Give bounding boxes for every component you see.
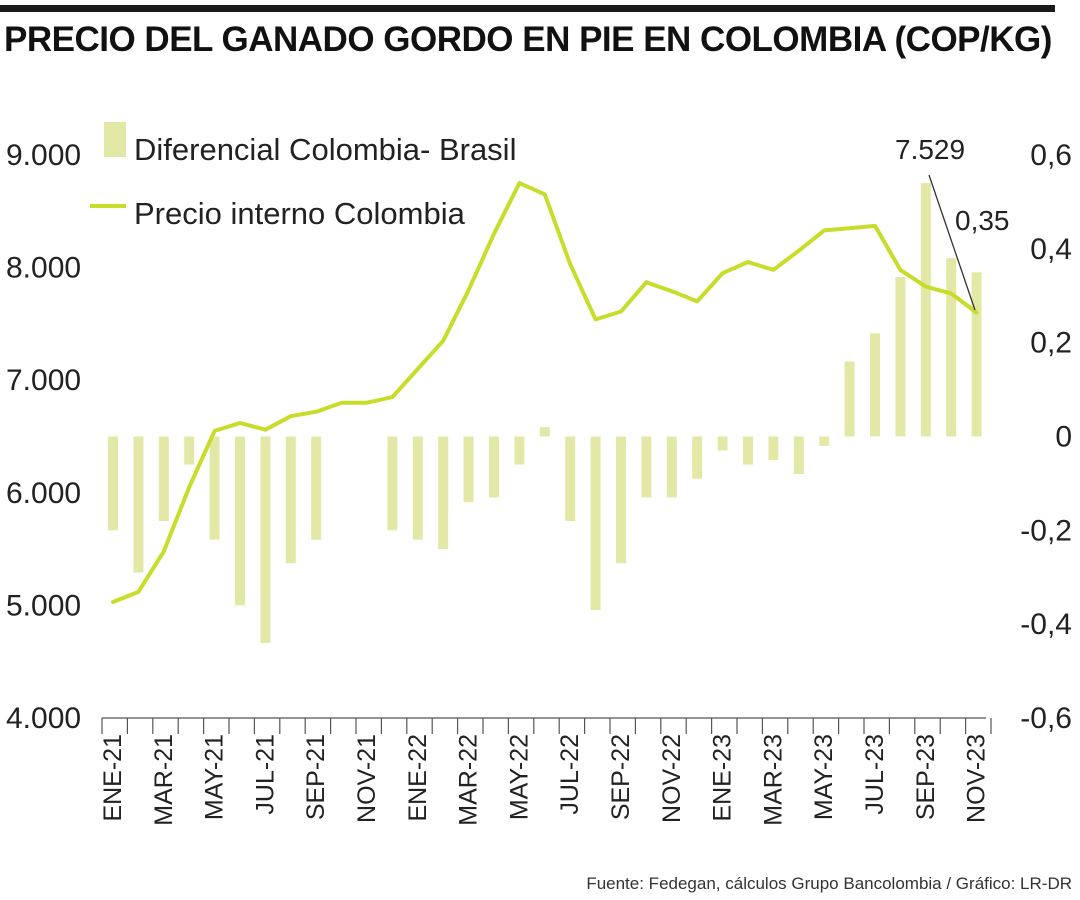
right-tick-label: 0,2 — [1030, 327, 1072, 360]
bar — [565, 436, 576, 521]
bar — [438, 436, 449, 550]
left-tick-label: 9.000 — [6, 139, 81, 172]
bar — [285, 436, 296, 564]
top-rule — [0, 5, 1055, 12]
bar — [743, 436, 753, 465]
bar — [463, 436, 474, 503]
left-tick-label: 5.000 — [6, 589, 81, 622]
bar — [920, 183, 931, 437]
bar — [819, 436, 830, 446]
x-tick-label: MAY-22 — [505, 734, 533, 820]
bar — [971, 272, 982, 437]
bar — [641, 436, 652, 498]
bar — [666, 436, 677, 498]
x-tick-label: JUL-21 — [251, 734, 279, 815]
bar — [692, 436, 703, 479]
x-tick-label: MAR-22 — [455, 734, 483, 826]
right-tick-label: 0 — [1055, 421, 1072, 454]
bar — [514, 436, 525, 465]
bar — [260, 436, 271, 643]
axes: ENE-21 MAR-21 MAY-21 JUL-21 SEP-21 NOV-21 ENE-… — [6, 139, 1072, 826]
x-tick-label: ENE-23 — [709, 734, 737, 822]
bar — [184, 436, 195, 465]
bar — [590, 436, 601, 611]
legend-label-bar: Diferencial Colombia- Brasil — [134, 132, 516, 167]
x-tick-label: NOV-21 — [353, 734, 381, 823]
left-tick-label: 4.000 — [6, 702, 81, 735]
bar-series — [108, 183, 982, 643]
bar — [412, 436, 423, 540]
x-tick-label: JUL-23 — [861, 734, 889, 815]
bar — [209, 436, 220, 540]
bar — [311, 436, 322, 540]
annotation-leader-price — [928, 174, 976, 311]
price-line — [111, 181, 979, 604]
x-tick-label: SEP-23 — [912, 734, 940, 820]
left-tick-label: 8.000 — [6, 252, 81, 285]
bar — [768, 436, 779, 460]
legend: Diferencial Colombia- Brasil Precio inte… — [90, 122, 516, 231]
x-tick-label: MAR-21 — [150, 734, 178, 826]
bar — [946, 258, 957, 437]
x-tick-label: MAY-21 — [201, 734, 229, 820]
x-tick-label: NOV-23 — [963, 734, 991, 823]
bar — [539, 427, 550, 437]
annotation-price: 7.529 — [895, 134, 965, 165]
x-tick-label: MAR-23 — [759, 734, 787, 826]
bar — [717, 436, 728, 451]
left-tick-label: 6.000 — [6, 477, 81, 510]
legend-label-line: Precio interno Colombia — [134, 196, 466, 231]
x-tick-label: ENE-21 — [99, 734, 127, 822]
bar — [616, 436, 626, 564]
x-tick-label: SEP-21 — [302, 734, 330, 820]
bar — [844, 361, 855, 437]
x-tick-label: ENE-22 — [404, 734, 432, 822]
right-tick-label: 0,6 — [1030, 139, 1072, 172]
right-tick-label: -0,2 — [1020, 514, 1072, 547]
bar — [489, 436, 499, 498]
legend-swatch-bar — [104, 122, 126, 157]
right-tick-label: -0,4 — [1020, 608, 1072, 641]
x-tick-label: SEP-22 — [607, 734, 635, 820]
x-tick-label: JUL-22 — [556, 734, 584, 815]
bar — [158, 436, 169, 521]
bar — [108, 436, 118, 531]
bar — [895, 277, 906, 437]
x-tick-label: NOV-22 — [658, 734, 686, 823]
right-tick-label: 0,4 — [1030, 233, 1072, 266]
source-note: Fuente: Fedegan, cálculos Grupo Bancolom… — [586, 874, 1072, 893]
chart-title: PRECIO DEL GANADO GORDO EN PIE EN COLOMB… — [4, 20, 1052, 59]
bar — [133, 436, 144, 573]
bar — [235, 436, 245, 606]
bar — [793, 436, 804, 474]
annotation-diff: 0,35 — [955, 205, 1010, 236]
bar — [870, 333, 880, 437]
bar — [387, 436, 398, 531]
line-series — [111, 181, 979, 604]
annotations: 7.529 0,35 — [895, 134, 1010, 311]
x-tick-label: MAY-23 — [810, 734, 838, 820]
left-tick-label: 7.000 — [6, 364, 81, 397]
right-tick-label: -0,6 — [1020, 702, 1072, 735]
